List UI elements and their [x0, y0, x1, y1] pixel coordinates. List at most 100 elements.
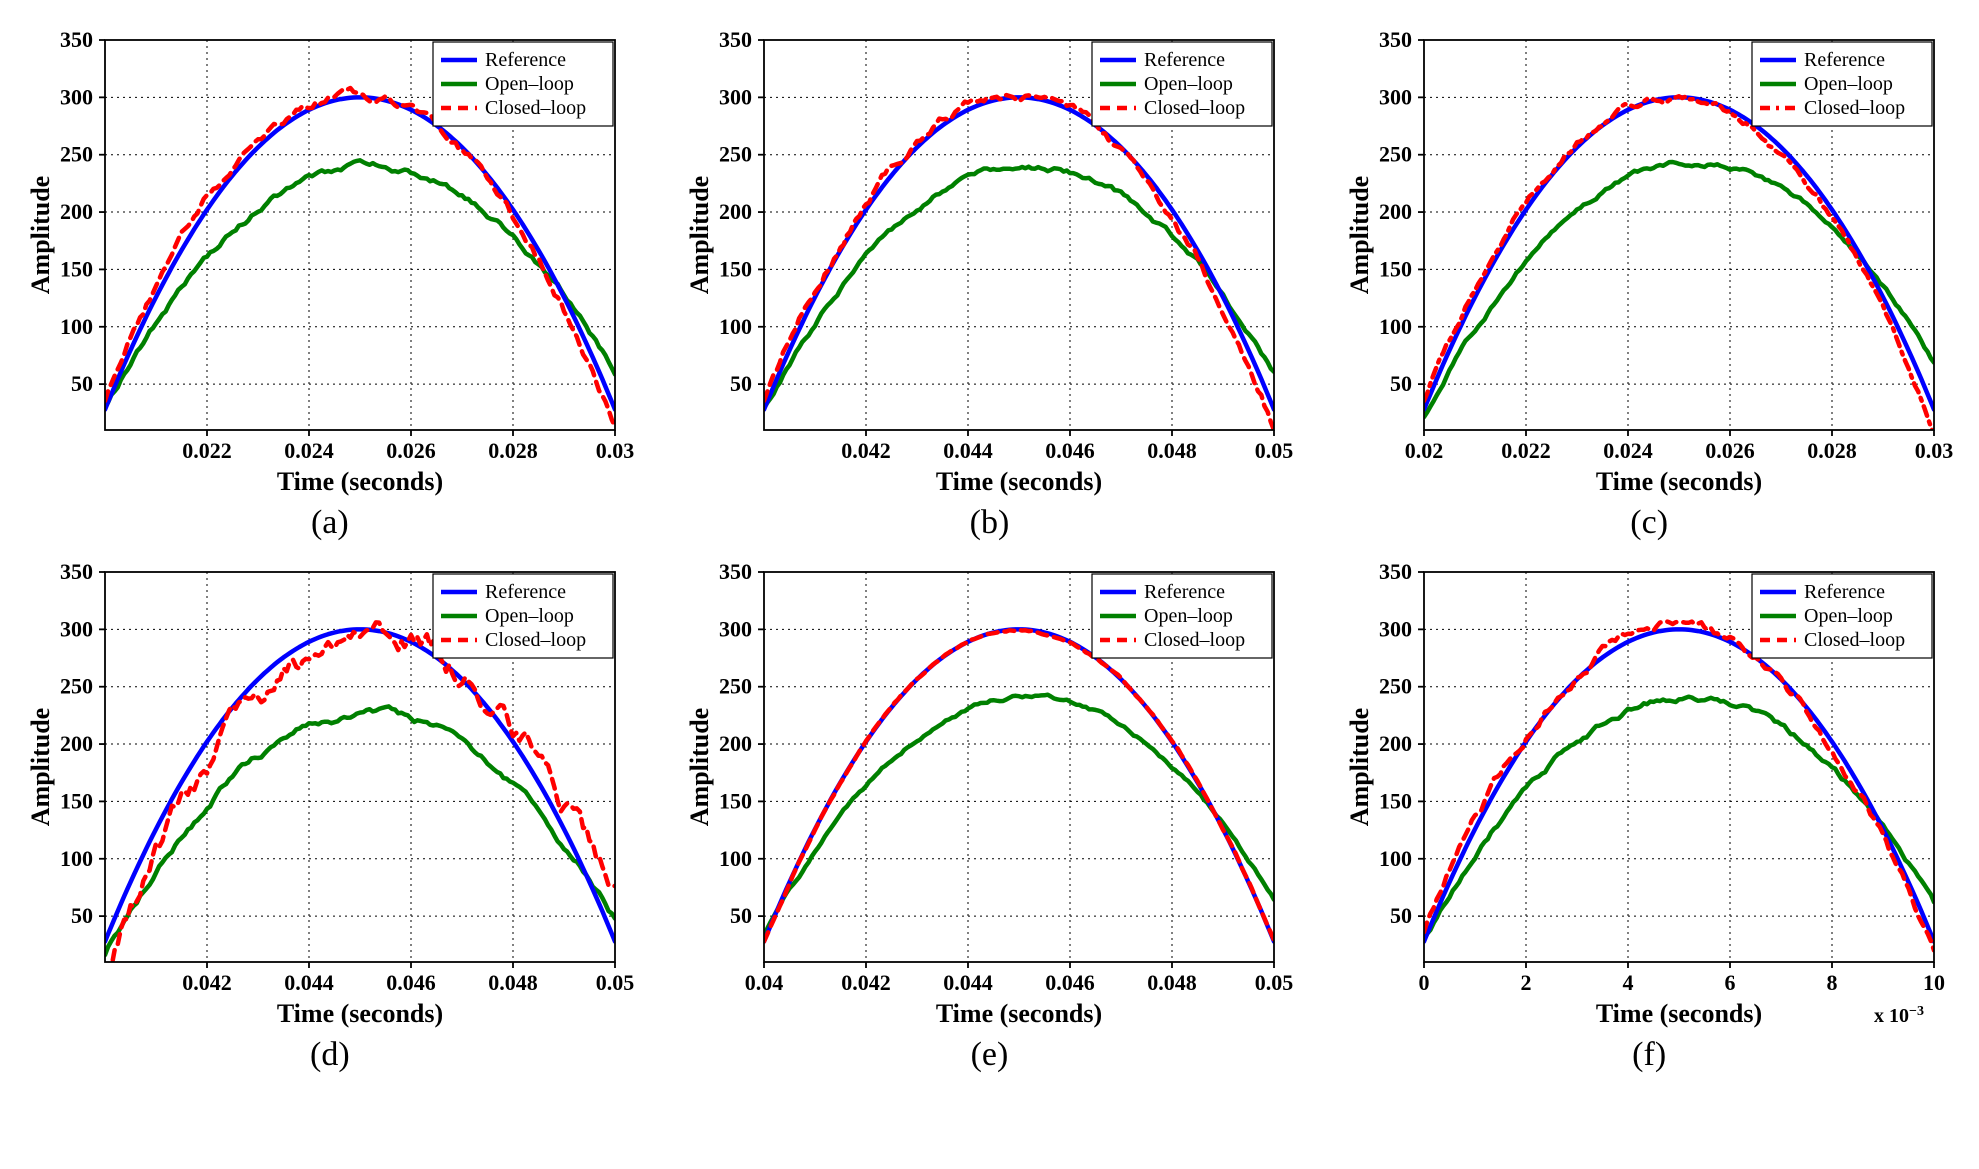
svg-text:300: 300: [60, 616, 93, 641]
svg-text:0.046: 0.046: [1046, 438, 1096, 463]
svg-text:150: 150: [60, 256, 93, 281]
svg-text:350: 350: [719, 27, 752, 52]
legend-label: Open–loop: [1144, 605, 1233, 627]
panel-f: 024681050100150200250300350Time (seconds…: [1339, 552, 1959, 1074]
svg-text:0.02: 0.02: [1405, 438, 1444, 463]
legend-label: Reference: [1144, 49, 1225, 71]
x-axis-label: Time (seconds): [936, 999, 1102, 1028]
y-axis-label: Amplitude: [685, 708, 714, 826]
legend-label: Reference: [1804, 49, 1885, 71]
svg-text:300: 300: [1379, 84, 1412, 109]
svg-text:0.026: 0.026: [386, 438, 436, 463]
svg-text:0: 0: [1419, 970, 1430, 995]
svg-text:50: 50: [71, 903, 93, 928]
svg-text:200: 200: [719, 731, 752, 756]
legend: ReferenceOpen–loopClosed–loop: [433, 574, 613, 658]
panel-caption-e: (e): [971, 1036, 1009, 1074]
figure-grid: 0.0220.0240.0260.0280.035010015020025030…: [20, 20, 1959, 1074]
legend-label: Closed–loop: [485, 97, 586, 119]
svg-text:150: 150: [60, 788, 93, 813]
svg-text:8: 8: [1827, 970, 1838, 995]
svg-text:250: 250: [719, 674, 752, 699]
panel-caption-f: (f): [1632, 1036, 1666, 1074]
svg-text:0.026: 0.026: [1705, 438, 1755, 463]
svg-text:0.046: 0.046: [1046, 970, 1096, 995]
svg-text:150: 150: [1379, 788, 1412, 813]
svg-text:100: 100: [1379, 846, 1412, 871]
x-axis-label: Time (seconds): [1596, 467, 1762, 496]
svg-text:100: 100: [60, 314, 93, 339]
x-axis-label: Time (seconds): [277, 999, 443, 1028]
legend-label: Open–loop: [1144, 73, 1233, 95]
svg-text:0.048: 0.048: [488, 970, 538, 995]
legend: ReferenceOpen–loopClosed–loop: [1092, 574, 1272, 658]
svg-text:0.044: 0.044: [284, 970, 334, 995]
legend-label: Closed–loop: [1804, 97, 1905, 119]
svg-text:50: 50: [730, 903, 752, 928]
svg-text:250: 250: [60, 674, 93, 699]
svg-text:200: 200: [1379, 731, 1412, 756]
y-axis-label: Amplitude: [1345, 708, 1374, 826]
svg-text:100: 100: [1379, 314, 1412, 339]
svg-text:150: 150: [1379, 256, 1412, 281]
legend: ReferenceOpen–loopClosed–loop: [1752, 42, 1932, 126]
legend-label: Open–loop: [485, 73, 574, 95]
svg-text:50: 50: [730, 371, 752, 396]
panel-caption-d: (d): [310, 1036, 350, 1074]
x-axis-label: Time (seconds): [277, 467, 443, 496]
svg-text:0.042: 0.042: [842, 438, 892, 463]
legend-label: Reference: [485, 581, 566, 603]
svg-text:200: 200: [60, 731, 93, 756]
svg-text:0.024: 0.024: [1603, 438, 1653, 463]
svg-text:2: 2: [1521, 970, 1532, 995]
y-axis-label: Amplitude: [1345, 176, 1374, 294]
svg-text:0.046: 0.046: [386, 970, 436, 995]
svg-text:200: 200: [719, 199, 752, 224]
svg-text:0.028: 0.028: [1807, 438, 1857, 463]
svg-text:100: 100: [719, 846, 752, 871]
legend-label: Reference: [1144, 581, 1225, 603]
svg-text:150: 150: [719, 256, 752, 281]
panel-e: 0.040.0420.0440.0460.0480.05501001502002…: [680, 552, 1300, 1074]
svg-text:150: 150: [719, 788, 752, 813]
svg-text:0.04: 0.04: [745, 970, 784, 995]
svg-text:200: 200: [60, 199, 93, 224]
svg-text:50: 50: [1390, 371, 1412, 396]
svg-text:0.03: 0.03: [1915, 438, 1954, 463]
x-axis-exponent: x 10−3: [1874, 1004, 1924, 1028]
svg-text:0.044: 0.044: [944, 438, 994, 463]
svg-text:350: 350: [60, 27, 93, 52]
svg-text:350: 350: [719, 559, 752, 584]
svg-text:100: 100: [60, 846, 93, 871]
legend-label: Reference: [1804, 581, 1885, 603]
svg-text:50: 50: [71, 371, 93, 396]
svg-text:6: 6: [1725, 970, 1736, 995]
svg-text:0.05: 0.05: [1255, 438, 1294, 463]
panel-caption-c: (c): [1630, 504, 1668, 542]
svg-text:0.05: 0.05: [1255, 970, 1294, 995]
x-axis-label: Time (seconds): [936, 467, 1102, 496]
panel-a: 0.0220.0240.0260.0280.035010015020025030…: [20, 20, 640, 542]
svg-text:0.042: 0.042: [182, 970, 232, 995]
legend-label: Closed–loop: [1144, 97, 1245, 119]
legend-label: Open–loop: [485, 605, 574, 627]
y-axis-label: Amplitude: [685, 176, 714, 294]
legend: ReferenceOpen–loopClosed–loop: [433, 42, 613, 126]
panel-caption-a: (a): [311, 504, 349, 542]
svg-text:50: 50: [1390, 903, 1412, 928]
svg-text:250: 250: [719, 142, 752, 167]
svg-text:300: 300: [719, 84, 752, 109]
legend-label: Closed–loop: [485, 629, 586, 651]
svg-text:300: 300: [719, 616, 752, 641]
svg-text:0.05: 0.05: [596, 970, 635, 995]
svg-text:350: 350: [1379, 559, 1412, 584]
svg-text:100: 100: [719, 314, 752, 339]
svg-text:0.03: 0.03: [596, 438, 635, 463]
svg-text:350: 350: [60, 559, 93, 584]
svg-text:250: 250: [1379, 142, 1412, 167]
legend: ReferenceOpen–loopClosed–loop: [1752, 574, 1932, 658]
svg-text:0.042: 0.042: [842, 970, 892, 995]
svg-text:10: 10: [1923, 970, 1945, 995]
svg-text:4: 4: [1623, 970, 1634, 995]
svg-text:0.028: 0.028: [488, 438, 538, 463]
